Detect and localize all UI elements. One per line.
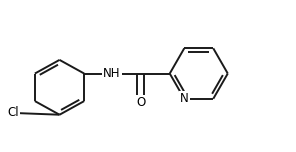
Text: Cl: Cl [7, 106, 19, 119]
Text: O: O [136, 96, 145, 109]
Text: NH: NH [103, 67, 120, 80]
Text: N: N [180, 92, 189, 105]
